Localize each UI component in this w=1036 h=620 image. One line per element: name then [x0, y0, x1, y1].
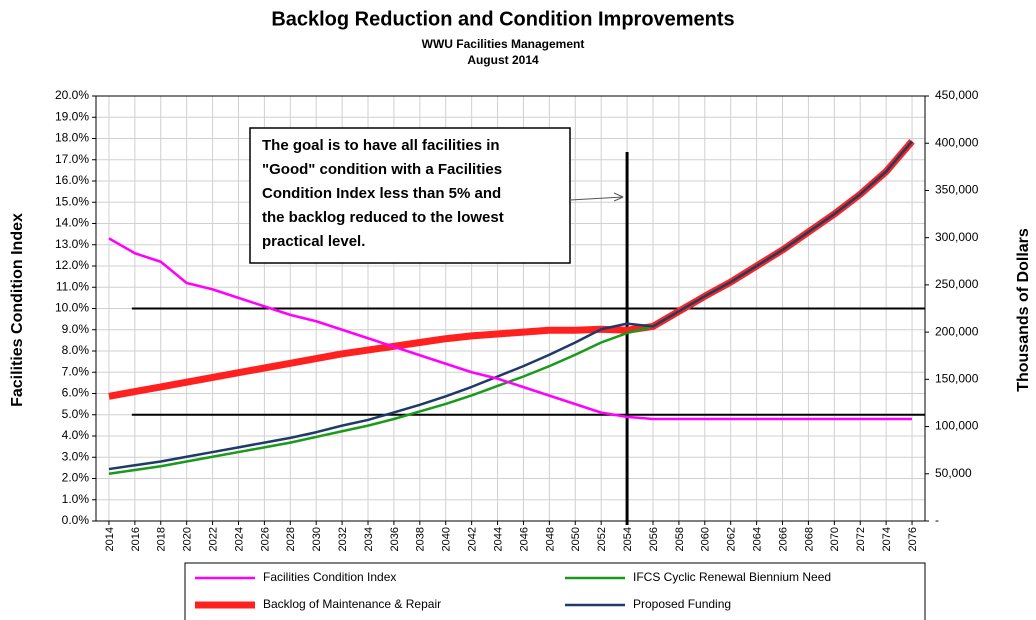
annotation-text: The goal is to have all facilities in: [262, 137, 500, 154]
annotation-box: [249, 127, 571, 264]
y-tick-label: 4.0%: [62, 428, 90, 442]
x-tick-label: 2066: [777, 527, 789, 551]
x-tick-label: 2072: [855, 527, 867, 551]
x-tick-label: 2060: [700, 527, 712, 551]
x-tick-label: 2040: [441, 527, 453, 551]
x-tick-label: 2076: [907, 527, 919, 551]
x-tick-label: 2028: [285, 527, 297, 551]
x-tick-label: 2046: [518, 527, 530, 551]
legend: [184, 562, 926, 620]
chart-title: Backlog Reduction and Condition Improvem…: [271, 8, 734, 30]
y2-tick-label: 400,000: [935, 135, 979, 149]
x-tick-label: 2030: [311, 527, 323, 551]
y-tick-label: 1.0%: [62, 492, 90, 506]
legend-label: IFCS Cyclic Renewal Biennium Need: [633, 570, 831, 584]
annotation-text: practical level.: [262, 233, 365, 250]
y-tick-label: 17.0%: [55, 152, 89, 166]
x-tick-label: 2026: [259, 527, 271, 551]
y-tick-label: 12.0%: [55, 258, 89, 272]
x-tick-label: 2034: [363, 527, 375, 551]
legend-label: Proposed Funding: [633, 597, 731, 611]
y-tick-label: 11.0%: [56, 279, 89, 293]
x-tick-label: 2064: [752, 527, 764, 551]
y-tick-label: 15.0%: [55, 194, 89, 208]
y2-tick-label: 100,000: [935, 419, 979, 433]
y-tick-label: 14.0%: [55, 216, 89, 230]
series-line: [108, 237, 913, 421]
y-axis-label: Facilities Condition Index: [9, 213, 26, 407]
y-tick-label: 10.0%: [55, 301, 89, 315]
x-tick-label: 2022: [207, 527, 219, 551]
x-tick-label: 2016: [130, 527, 142, 551]
y-tick-label: 20.0%: [55, 88, 89, 102]
y-tick-label: 9.0%: [62, 322, 90, 336]
y2-tick-label: 50,000: [935, 466, 972, 480]
annotation-text: Condition Index less than 5% and: [262, 185, 501, 202]
y2-tick-label: 350,000: [935, 183, 979, 197]
annotation-text: "Good" condition with a Facilities: [262, 161, 502, 178]
y-tick-label: 5.0%: [62, 407, 90, 421]
x-tick-label: 2042: [467, 527, 479, 551]
y2-tick-label: 300,000: [935, 230, 979, 244]
y-tick-label: 13.0%: [55, 237, 89, 251]
x-tick-label: 2036: [389, 527, 401, 551]
y2-tick-label: 450,000: [935, 88, 979, 102]
annotation-arrow: [569, 196, 624, 201]
x-tick-label: 2020: [182, 527, 194, 551]
x-tick-label: 2048: [544, 527, 556, 551]
x-tick-label: 2062: [726, 527, 738, 551]
legend-label: Backlog of Maintenance & Repair: [263, 597, 441, 611]
legend-label: Facilities Condition Index: [263, 570, 396, 584]
y2-tick-label: 200,000: [935, 324, 979, 338]
x-tick-label: 2032: [337, 527, 349, 551]
x-tick-label: 2038: [415, 527, 427, 551]
y-tick-label: 8.0%: [62, 343, 90, 357]
x-tick-label: 2024: [233, 527, 245, 551]
y-tick-label: 3.0%: [62, 449, 90, 463]
x-tick-label: 2074: [881, 527, 893, 551]
y-tick-label: 16.0%: [55, 173, 89, 187]
annotation-text: the backlog reduced to the lowest: [262, 209, 504, 226]
y-tick-label: 2.0%: [62, 471, 90, 485]
y2-tick-label: 150,000: [935, 372, 979, 386]
series-line: [108, 140, 913, 471]
y2-axis-label: Thousands of Dollars: [1015, 228, 1032, 392]
x-tick-label: 2056: [648, 527, 660, 551]
y2-tick-label: -: [935, 513, 939, 527]
x-tick-label: 2070: [829, 527, 841, 551]
y-tick-label: 7.0%: [62, 364, 90, 378]
x-tick-label: 2050: [570, 527, 582, 551]
chart-subtitle: August 2014: [467, 53, 539, 67]
x-tick-label: 2018: [156, 527, 168, 551]
y-tick-label: 6.0%: [62, 386, 90, 400]
x-tick-label: 2052: [596, 527, 608, 551]
x-tick-label: 2068: [803, 527, 815, 551]
annotation-arrow-head: [613, 192, 624, 202]
x-tick-label: 2058: [674, 527, 686, 551]
y-tick-label: 0.0%: [62, 513, 90, 527]
y2-tick-label: 250,000: [935, 277, 979, 291]
y-tick-label: 19.0%: [55, 109, 89, 123]
x-tick-label: 2044: [492, 527, 504, 551]
x-tick-label: 2054: [622, 527, 634, 551]
chart-subtitle: WWU Facilities Management: [422, 37, 585, 51]
x-tick-label: 2014: [104, 527, 116, 551]
y-tick-label: 18.0%: [55, 131, 89, 145]
